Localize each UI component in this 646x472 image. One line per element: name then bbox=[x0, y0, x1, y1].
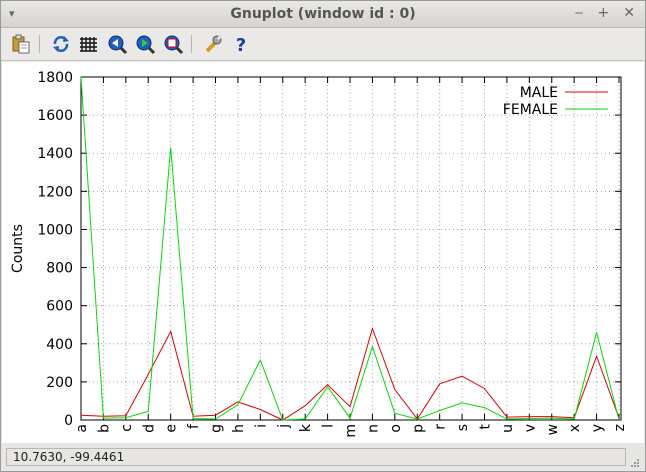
resize-grip-icon[interactable] bbox=[630, 458, 640, 468]
x-tick-label: f bbox=[186, 423, 202, 429]
title-bar[interactable]: ▾ Gnuplot (window id : 0) ‒ + ✕ bbox=[1, 1, 645, 28]
y-tick-label: 600 bbox=[46, 299, 73, 315]
cursor-coordinates: 10.7630, -99.4461 bbox=[6, 448, 626, 466]
y-tick-label: 1200 bbox=[37, 184, 73, 200]
x-tick-label: v bbox=[522, 424, 538, 432]
x-tick-label: j bbox=[276, 424, 292, 429]
clipboard-copy-icon[interactable] bbox=[10, 33, 32, 55]
settings-wrench-icon[interactable] bbox=[202, 33, 224, 55]
x-tick-label: t bbox=[478, 424, 494, 430]
y-tick-label: 1600 bbox=[37, 108, 73, 124]
y-tick-label: 0 bbox=[64, 413, 73, 429]
x-tick-label: y bbox=[590, 424, 606, 432]
legend-label-female: FEMALE bbox=[503, 102, 558, 118]
x-tick-label: c bbox=[119, 424, 135, 432]
plot-area[interactable]: 0 200 400 600 800 1000 1200 1400 1600 1800 a b c d e f g… bbox=[2, 62, 644, 443]
line-chart[interactable]: 0 200 400 600 800 1000 1200 1400 1600 1800 a b c d e f g… bbox=[2, 62, 644, 443]
x-tick-label: b bbox=[96, 424, 112, 433]
series-line-female bbox=[80, 76, 620, 421]
series-line-male bbox=[80, 326, 620, 421]
help-icon[interactable]: ? bbox=[230, 33, 252, 55]
x-tick-label: u bbox=[500, 424, 516, 433]
zoom-previous-icon[interactable] bbox=[106, 33, 128, 55]
x-tick-label: w bbox=[545, 424, 561, 435]
x-tick-label: l bbox=[321, 424, 337, 428]
x-tick-label: h bbox=[231, 424, 247, 433]
legend-label-male: MALE bbox=[520, 85, 558, 101]
y-tick-label: 200 bbox=[46, 375, 73, 391]
minimize-button[interactable]: ‒ bbox=[574, 5, 584, 21]
status-bar: 10.7630, -99.4461 bbox=[2, 445, 644, 471]
x-tick-label: a bbox=[74, 424, 90, 433]
x-tick-label: g bbox=[209, 424, 225, 433]
x-tick-label: e bbox=[164, 424, 180, 433]
window-title: Gnuplot (window id : 0) bbox=[230, 6, 416, 22]
y-axis-label: Counts bbox=[10, 224, 26, 273]
zoom-next-icon[interactable] bbox=[134, 33, 156, 55]
x-tick-label: z bbox=[612, 424, 628, 431]
window-menu-icon[interactable]: ▾ bbox=[9, 7, 15, 20]
grid-icon[interactable] bbox=[78, 33, 100, 55]
toolbar: ? bbox=[1, 28, 645, 61]
close-button[interactable]: ✕ bbox=[623, 5, 635, 21]
x-tick-label: n bbox=[365, 424, 381, 433]
x-tick-label: o bbox=[388, 424, 404, 433]
x-tick-label: i bbox=[253, 424, 269, 428]
y-tick-label: 1000 bbox=[37, 222, 73, 238]
svg-text:?: ? bbox=[236, 35, 246, 55]
x-tick-label: d bbox=[141, 424, 157, 433]
x-tick-label: p bbox=[410, 424, 426, 433]
y-tick-label: 1400 bbox=[37, 146, 73, 162]
y-tick-label: 1800 bbox=[37, 70, 73, 86]
plot-border bbox=[80, 76, 622, 421]
y-tick-label: 800 bbox=[46, 261, 73, 277]
x-tick-label: r bbox=[433, 424, 449, 430]
x-tick-label: k bbox=[298, 423, 314, 432]
x-tick-label: x bbox=[567, 424, 583, 432]
autoscale-icon[interactable] bbox=[162, 33, 184, 55]
replot-icon[interactable] bbox=[50, 33, 72, 55]
x-tick-label: m bbox=[343, 424, 359, 438]
maximize-button[interactable]: + bbox=[597, 5, 610, 21]
y-tick-label: 400 bbox=[46, 337, 73, 353]
x-tick-label: s bbox=[455, 424, 471, 431]
